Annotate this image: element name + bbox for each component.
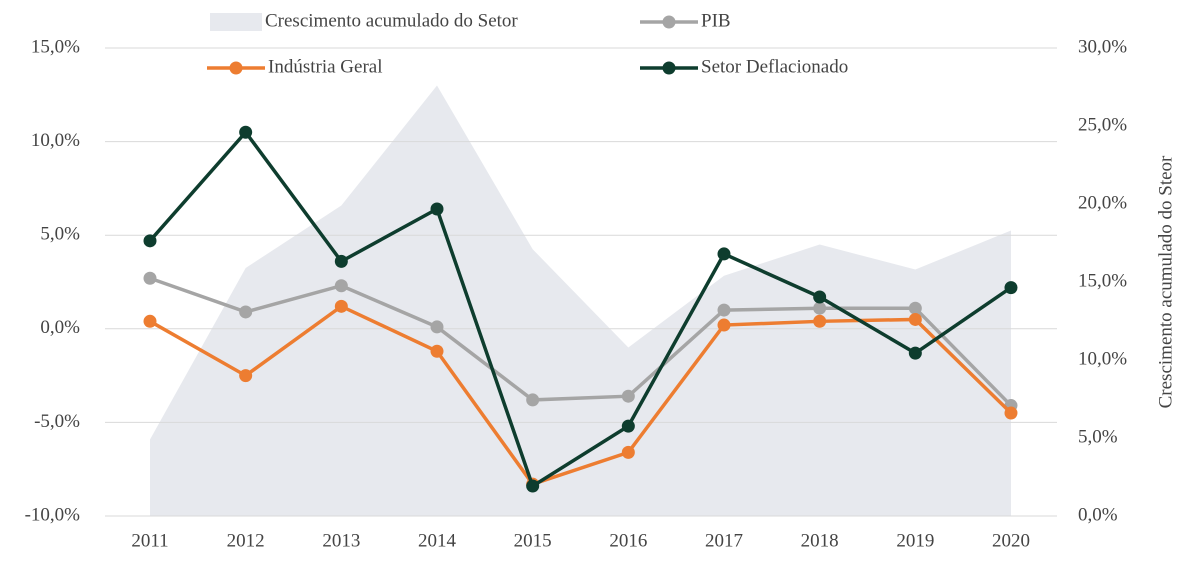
x-tick-label: 2020 [992, 530, 1030, 551]
y2-tick-label: 5,0% [1078, 426, 1118, 447]
marker [813, 290, 827, 304]
y2-tick-label: 10,0% [1078, 348, 1127, 369]
marker [717, 318, 731, 332]
y2-axis-label: Crescimento acumulado do Steor [1155, 155, 1176, 408]
marker [621, 389, 635, 403]
marker [621, 419, 635, 433]
marker [1004, 406, 1018, 420]
marker [430, 320, 444, 334]
marker [239, 305, 253, 319]
marker [430, 202, 444, 216]
marker [813, 301, 827, 315]
y-tick-label: 0,0% [40, 317, 80, 338]
legend-label: Crescimento acumulado do Setor [265, 10, 518, 31]
x-tick-label: 2013 [322, 530, 360, 551]
y-tick-label: 15,0% [31, 36, 80, 57]
legend-label: Setor Deflacionado [701, 56, 848, 77]
marker [143, 271, 157, 285]
marker [526, 393, 540, 407]
line [149, 304, 1013, 487]
line [148, 129, 1012, 489]
legend-label: Indústria Geral [268, 56, 382, 77]
y2-tick-label: 20,0% [1078, 192, 1127, 213]
legend-swatch [210, 13, 262, 31]
y2-tick-label: 0,0% [1078, 504, 1118, 525]
x-tick-label: 2016 [609, 530, 647, 551]
marker [526, 479, 540, 493]
legend-label: PIB [701, 10, 731, 31]
area [150, 85, 1011, 516]
y2-tick-label: 25,0% [1078, 114, 1127, 135]
marker [334, 254, 348, 268]
marker [908, 346, 922, 360]
legend-marker [662, 61, 676, 75]
marker [908, 312, 922, 326]
marker [717, 247, 731, 261]
legend-marker [229, 61, 243, 75]
legend-marker [662, 15, 676, 29]
y2-tick-label: 30,0% [1078, 36, 1127, 57]
marker [239, 369, 253, 383]
marker [143, 234, 157, 248]
y2-tick-label: 15,0% [1078, 270, 1127, 291]
marker [908, 301, 922, 315]
line [149, 276, 1013, 407]
x-tick-label: 2012 [227, 530, 265, 551]
x-tick-label: 2015 [514, 530, 552, 551]
marker [1004, 281, 1018, 295]
x-tick-label: 2018 [801, 530, 839, 551]
y-tick-label: -10,0% [25, 504, 81, 525]
x-tick-label: 2014 [418, 530, 457, 551]
marker [717, 303, 731, 317]
marker [239, 125, 253, 139]
marker [813, 314, 827, 328]
marker [334, 299, 348, 313]
y-tick-label: 5,0% [40, 224, 80, 245]
x-tick-label: 2011 [131, 530, 168, 551]
marker [430, 344, 444, 358]
x-tick-label: 2019 [896, 530, 934, 551]
marker [334, 279, 348, 293]
x-tick-label: 2017 [705, 530, 743, 551]
marker [621, 445, 635, 459]
y-tick-label: 10,0% [31, 130, 80, 151]
marker [143, 314, 157, 328]
y-tick-label: -5,0% [34, 411, 80, 432]
